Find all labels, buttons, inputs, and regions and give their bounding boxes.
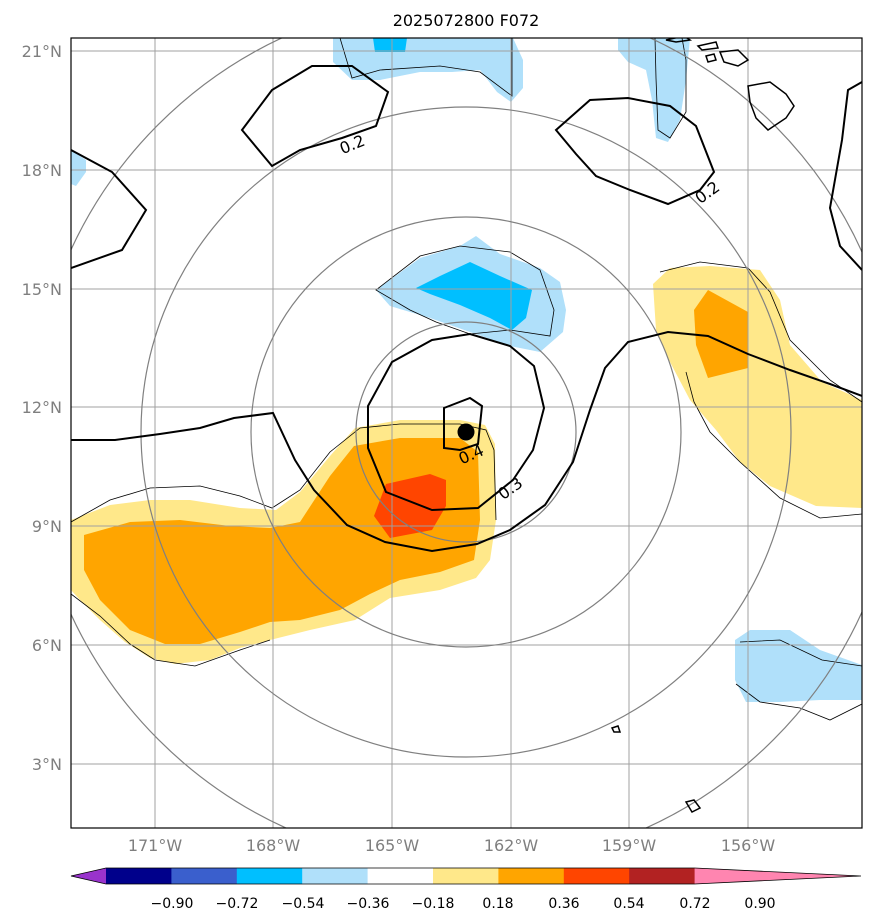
colorbar-label: 0.72 <box>679 896 710 912</box>
anomaly-contour-outlines <box>71 38 862 721</box>
lat-label: 9°N <box>32 517 62 536</box>
lon-label: 168°W <box>246 836 301 855</box>
negative-core-shading <box>373 38 532 330</box>
colorbar-label: −0.36 <box>347 896 390 912</box>
contour-0.2-west <box>71 149 148 269</box>
colorbar-label: −0.90 <box>151 896 194 912</box>
colorbar-label: −0.18 <box>412 896 455 912</box>
colorbar-segment <box>106 868 172 884</box>
contour-0.2-northeast <box>554 96 716 206</box>
contour-0.3-inner <box>367 332 546 512</box>
contour-0.3 <box>71 330 862 553</box>
colorbar-label: 0.36 <box>548 896 579 912</box>
colorbar-segment <box>367 868 434 884</box>
colorbar-segment <box>563 868 630 884</box>
lat-label: 12°N <box>22 398 62 417</box>
storm-center-marker <box>457 423 475 441</box>
map-panel: 0.2 0.2 0.3 0.4 <box>71 38 862 828</box>
colorbar-label: −0.72 <box>216 896 259 912</box>
colorbar <box>70 867 862 885</box>
lon-label: 162°W <box>484 836 539 855</box>
map-frame <box>70 37 863 829</box>
lat-label: 15°N <box>22 280 62 299</box>
contour-0.2-north <box>240 65 390 168</box>
lat-label: 18°N <box>22 161 62 180</box>
lon-label: 156°W <box>721 836 776 855</box>
range-rings <box>71 38 862 828</box>
lon-label: 171°W <box>128 836 183 855</box>
lat-label: 6°N <box>32 636 62 655</box>
colorbar-segment <box>498 868 565 884</box>
colorbar-extend-min <box>71 868 106 884</box>
contour-0.4 <box>443 396 484 452</box>
colorbar-label: −0.54 <box>282 896 325 912</box>
probability-contours <box>71 65 862 553</box>
contour-0.2-east <box>828 81 862 271</box>
colorbar-segment <box>302 868 369 884</box>
lat-label: 21°N <box>22 42 62 61</box>
coastlines <box>610 38 795 813</box>
colorbar-labels: −0.90 −0.72 −0.54 −0.36 −0.18 0.18 0.36 … <box>151 896 776 912</box>
lat-label: 3°N <box>32 755 62 774</box>
longitude-labels: 171°W 168°W 165°W 162°W 159°W 156°W <box>128 836 776 855</box>
colorbar-segment <box>236 868 303 884</box>
colorbar-label: 0.18 <box>482 896 513 912</box>
colorbar-segment <box>171 868 238 884</box>
colorbar-outline <box>70 867 862 885</box>
colorbar-segment <box>433 868 499 884</box>
colorbar-label: 0.54 <box>613 896 644 912</box>
figure-title: 2025072800 F072 <box>393 11 540 30</box>
colorbar-label: 0.90 <box>744 896 775 912</box>
lon-label: 159°W <box>602 836 657 855</box>
lon-label: 165°W <box>365 836 420 855</box>
graticule <box>71 38 862 828</box>
latitude-labels: 21°N 18°N 15°N 12°N 9°N 6°N 3°N <box>22 42 62 774</box>
colorbar-segment <box>629 868 696 884</box>
colorbar-extend-max <box>694 868 861 884</box>
